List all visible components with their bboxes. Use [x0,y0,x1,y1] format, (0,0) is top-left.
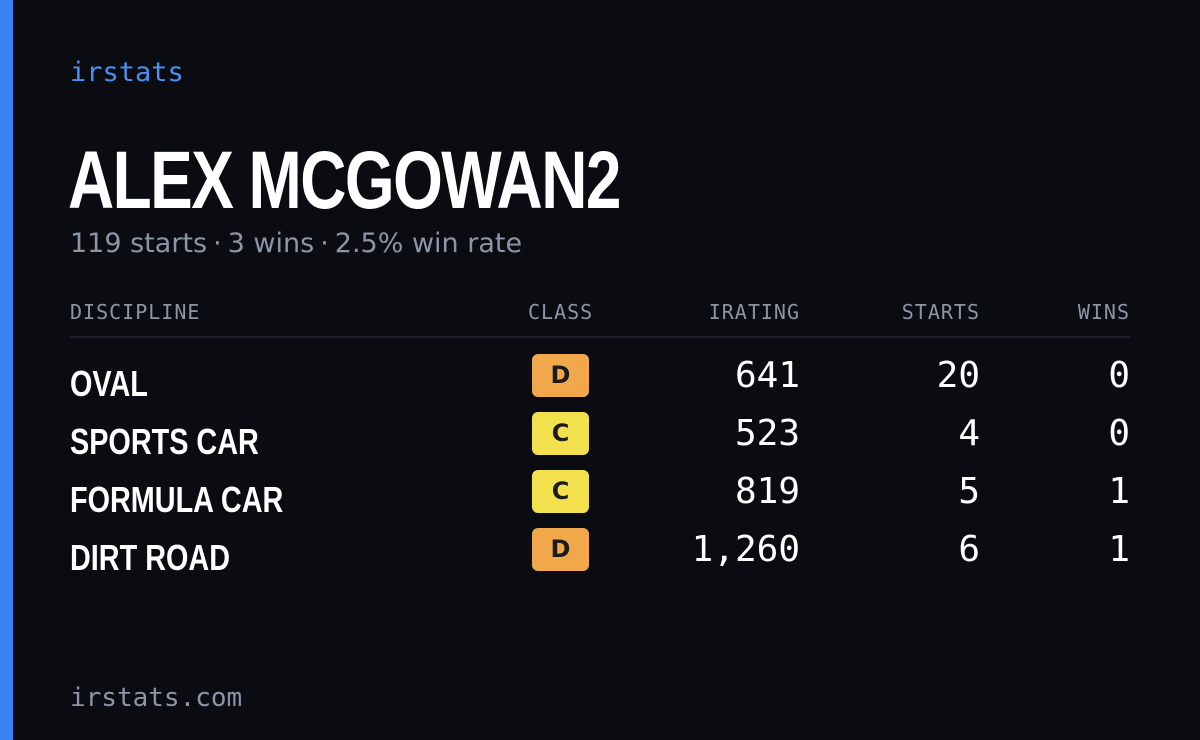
brand-logo-text[interactable]: irstats [70,57,184,88]
table-row: DIRT ROAD D 1,260 6 1 [70,528,1130,586]
discipline-table: DISCIPLINE CLASS IRATING STARTS WINS OVA… [70,298,1130,586]
driver-summary: 119 starts · 3 wins · 2.5% win rate [70,226,522,262]
starts-value: 5 [958,471,980,512]
footer-site-link[interactable]: irstats.com [70,683,243,713]
table-row: FORMULA CAR C 819 5 1 [70,470,1130,528]
discipline-name: FORMULA CAR [70,479,284,520]
header-starts: STARTS [901,300,980,324]
wins-value: 1 [1108,529,1130,570]
table-row: OVAL D 641 20 0 [70,354,1130,412]
class-badge: C [532,412,589,455]
class-badge: D [532,528,589,571]
summary-win-rate: 2.5% win rate [334,228,523,259]
irating-value: 523 [734,413,800,454]
summary-starts: 119 starts [70,228,208,259]
table-header-row: DISCIPLINE CLASS IRATING STARTS WINS [70,298,1130,338]
starts-value: 4 [958,413,980,454]
irating-value: 1,260 [691,529,800,570]
driver-name: ALEX MCGOWAN2 [68,135,621,226]
irating-value: 641 [734,355,800,396]
accent-bar [0,0,13,740]
discipline-name: SPORTS CAR [70,421,259,462]
header-wins: WINS [1077,300,1130,324]
discipline-name: DIRT ROAD [70,537,230,578]
wins-value: 0 [1108,355,1130,396]
irating-value: 819 [734,471,800,512]
starts-value: 6 [958,529,980,570]
summary-separator: · [213,228,222,259]
header-discipline: DISCIPLINE [70,300,201,324]
header-class: CLASS [528,300,594,324]
wins-value: 0 [1108,413,1130,454]
discipline-name: OVAL [70,363,148,404]
table-body: OVAL D 641 20 0 SPORTS CAR C 523 4 0 FOR… [70,354,1130,586]
starts-value: 20 [936,355,980,396]
header-irating: IRATING [708,300,800,324]
summary-wins: 3 wins [227,228,315,259]
class-badge: C [532,470,589,513]
table-row: SPORTS CAR C 523 4 0 [70,412,1130,470]
wins-value: 1 [1108,471,1130,512]
summary-separator: · [320,228,329,259]
class-badge: D [532,354,589,397]
